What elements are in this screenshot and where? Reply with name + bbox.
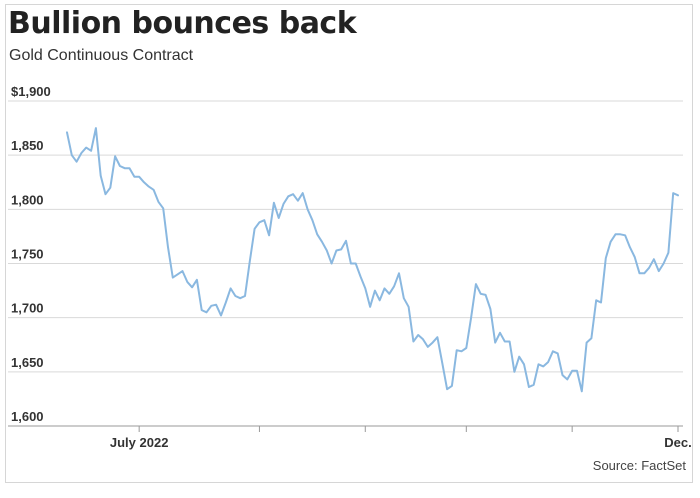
x-tick-label: Dec. [664, 435, 691, 450]
chart-frame [5, 4, 693, 483]
y-tick-label: 1,650 [11, 355, 44, 370]
x-axis-ticks: July 2022 Dec. [110, 426, 692, 450]
series-layer [66, 127, 679, 393]
y-tick-label: $1,900 [11, 84, 51, 99]
chart-title: Bullion bounces back [8, 6, 357, 41]
chart-subtitle: Gold Continuous Contract [9, 47, 194, 64]
y-tick-label: 1,700 [11, 301, 44, 316]
y-tick-label: 1,600 [11, 409, 44, 424]
gridlines [8, 100, 683, 427]
series-line-gold [66, 127, 679, 393]
y-axis-ticks: $1,900 1,850 1,800 1,750 1,700 1,650 1,600 [11, 84, 51, 424]
source-note: Source: FactSet [592, 458, 686, 473]
x-tick-label: July 2022 [110, 435, 169, 450]
y-tick-label: 1,850 [11, 138, 44, 153]
y-tick-label: 1,800 [11, 192, 44, 207]
y-tick-label: 1,750 [11, 247, 44, 262]
